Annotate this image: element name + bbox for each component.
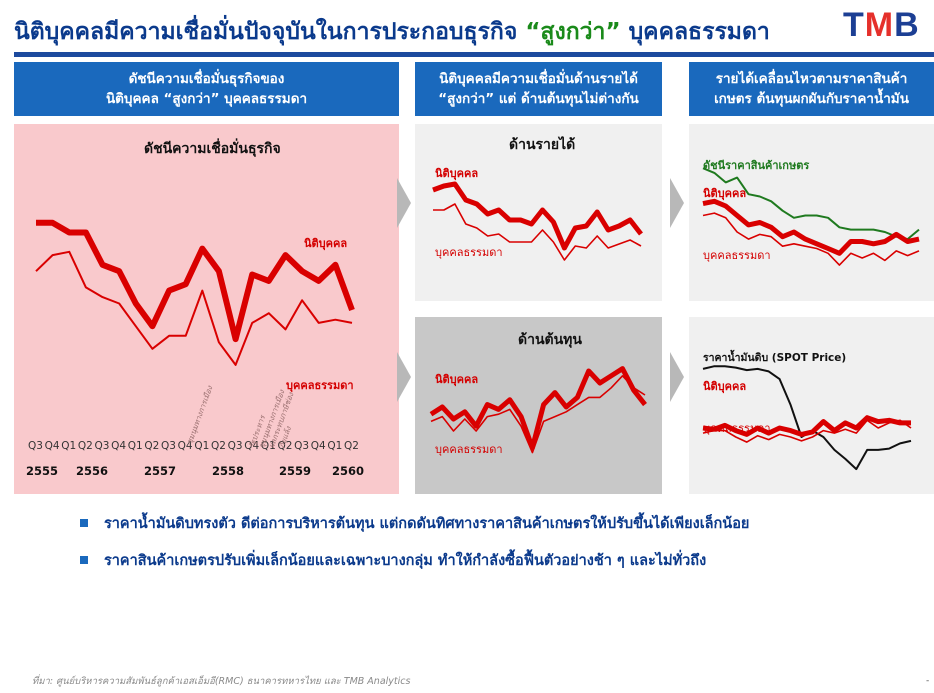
x-tick-label: Q4 — [111, 440, 127, 452]
column-header-1-line1: ดัชนีความเชื่อมั่นธุรกิจของ — [128, 71, 285, 87]
column-header-3: รายได้เคลื่อนไหวตามราคาสินค้า เกษตร ต้นท… — [689, 62, 934, 116]
series-line-2 — [433, 203, 642, 261]
legend-individual-4: บุคคลธรรมดา — [703, 249, 771, 262]
x-tick-label: Q3 — [28, 440, 43, 452]
chevron-right-icon — [670, 178, 684, 228]
x-tick-label: Q3 — [227, 440, 243, 452]
title-accent: “สูงกว่า” — [525, 19, 621, 45]
bullet-item: ราคาน้ำมันดิบทรงตัว ดีต่อการบริหารต้นทุน… — [80, 512, 920, 535]
legend-individual-1: บุคคลธรรมดา — [286, 379, 354, 392]
chevron-right-icon — [670, 352, 684, 402]
column-header-2-line2: “สูงกว่า” แต่ ด้านต้นทุนไม่ต่างกัน — [438, 91, 639, 107]
column-header-3-line1: รายได้เคลื่อนไหวตามราคาสินค้า — [715, 71, 908, 87]
series-line-1 — [702, 167, 920, 241]
chart-cost: ด้านต้นทุน นิติบุคคล บุคคลธรรมดา — [415, 317, 662, 494]
chart-1-title: ดัชนีความเชื่อมั่นธุรกิจ — [144, 141, 281, 157]
column-header-3-line2: เกษตร ต้นทุนผกผันกับราคาน้ำมัน — [714, 91, 909, 107]
legend-juristic-4: นิติบุคคล — [703, 187, 747, 200]
series-line-1 — [36, 219, 355, 343]
bullet-square-icon — [80, 519, 88, 527]
bullet-list: ราคาน้ำมันดิบทรงตัว ดีต่อการบริหารต้นทุน… — [80, 512, 920, 586]
bullet-item: ราคาสินค้าเกษตรปรับเพิ่มเล็กน้อยและเฉพาะ… — [80, 549, 920, 572]
legend-individual-5: บุคคลธรรมดา — [703, 422, 771, 435]
x-tick-label: Q1 — [260, 440, 276, 452]
series-line-3 — [702, 212, 920, 266]
chart-oil-price: ราคาน้ำมันดิบ (SPOT Price) นิติบุคคล บุค… — [689, 317, 934, 494]
legend-juristic-3: นิติบุคคล — [435, 373, 479, 386]
bullet-text: ราคาน้ำมันดิบทรงตัว ดีต่อการบริหารต้นทุน… — [104, 516, 750, 532]
x-year-label: 2560 — [332, 464, 365, 478]
chart-2-title: ด้านรายได้ — [509, 137, 576, 153]
x-year-label: 2556 — [76, 464, 109, 478]
column-header-1-line2: นิติบุคคล “สูงกว่า” บุคคลธรรมดา — [105, 91, 308, 107]
x-tick-label: Q4 — [44, 440, 60, 452]
column-header-2-line1: นิติบุคคลมีความเชื่อมั่นด้านรายได้ — [439, 71, 638, 87]
x-tick-label: Q1 — [327, 440, 343, 452]
legend-juristic-2: นิติบุคคล — [435, 167, 479, 180]
chevron-right-icon — [397, 352, 411, 402]
x-year-label: 2559 — [279, 464, 312, 478]
chevron-right-icon — [397, 178, 411, 228]
bullet-text: ราคาสินค้าเกษตรปรับเพิ่มเล็กน้อยและเฉพาะ… — [104, 553, 707, 569]
legend-juristic-1: นิติบุคคล — [304, 237, 348, 250]
x-tick-label: Q3 — [161, 440, 176, 452]
x-tick-label: Q1 — [61, 440, 77, 452]
x-year-label: 2558 — [212, 464, 245, 478]
chart-3-title: ด้านต้นทุน — [518, 332, 582, 348]
title-main: นิติบุคคลมีความเชื่อมั่นปัจจุบันในการประ… — [14, 19, 526, 45]
x-tick-label: Q3 — [294, 440, 310, 452]
x-year-label: 2555 — [26, 464, 59, 478]
tmb-logo: TMB — [843, 6, 920, 44]
x-tick-label: Q2 — [144, 440, 160, 452]
bullet-square-icon — [80, 556, 88, 564]
x-tick-label: Q2 — [77, 440, 93, 452]
legend-individual-2: บุคคลธรรมดา — [435, 246, 503, 259]
title-rule — [14, 52, 934, 57]
legend-agri-index: ดัชนีราคาสินค้าเกษตร — [703, 159, 810, 172]
x-tick-label: Q2 — [344, 440, 359, 452]
series-line-3 — [702, 419, 912, 443]
column-header-1: ดัชนีความเชื่อมั่นธุรกิจของ นิติบุคคล “ส… — [14, 62, 399, 116]
x-tick-label: Q3 — [94, 440, 110, 452]
chart-revenue: ด้านรายได้ นิติบุคคล บุคคลธรรมดา — [415, 124, 662, 301]
series-line-1 — [429, 366, 647, 451]
x-tick-label: Q1 — [127, 440, 143, 452]
x-tick-label: Q4 — [310, 440, 326, 452]
x-year-label: 2557 — [144, 464, 177, 478]
series-line-2 — [702, 415, 911, 437]
x-tick-label: Q2 — [277, 440, 293, 452]
x-tick-label: Q4 — [177, 440, 193, 452]
x-tick-label: Q2 — [210, 440, 226, 452]
chart-business-confidence: ดัชนีความเชื่อมั่นธุรกิจ นิติบุคคล บุคคล… — [14, 124, 399, 494]
chart-5-title: ราคาน้ำมันดิบ (SPOT Price) — [703, 352, 847, 364]
x-tick-label: Q1 — [194, 440, 210, 452]
series-line-2 — [430, 374, 646, 454]
legend-juristic-5: นิติบุคคล — [703, 380, 747, 393]
column-header-2: นิติบุคคลมีความเชื่อมั่นด้านรายได้ “สูงก… — [415, 62, 662, 116]
source-note: ที่มา: ศูนย์บริหารความสัมพันธ์ลูกค้าเอสเ… — [32, 676, 411, 687]
page-title: นิติบุคคลมีความเชื่อมั่นปัจจุบันในการประ… — [14, 14, 834, 50]
chart-agri-price: ดัชนีราคาสินค้าเกษตร นิติบุคคล บุคคลธรรม… — [689, 124, 934, 301]
legend-individual-3: บุคคลธรรมดา — [435, 443, 503, 456]
series-line-2 — [35, 250, 353, 366]
series-line-2 — [702, 198, 920, 256]
series-line-1 — [432, 181, 643, 251]
page-number: - — [926, 676, 930, 686]
x-tick-label: Q4 — [244, 440, 260, 452]
title-tail: บุคคลธรรมดา — [620, 19, 770, 45]
